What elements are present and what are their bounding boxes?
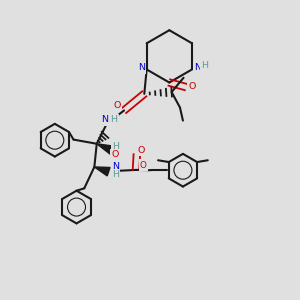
Text: N: N	[194, 64, 201, 73]
Polygon shape	[97, 144, 114, 154]
Text: N: N	[112, 162, 119, 171]
Polygon shape	[94, 167, 110, 176]
Text: O: O	[140, 160, 147, 169]
Text: O: O	[113, 101, 121, 110]
Text: O: O	[112, 150, 119, 159]
Text: N: N	[102, 116, 109, 124]
Text: H: H	[110, 116, 118, 124]
Text: O: O	[137, 146, 144, 154]
Text: H: H	[112, 142, 119, 151]
Text: N: N	[138, 64, 145, 73]
Text: O: O	[188, 82, 196, 91]
Text: H: H	[112, 170, 119, 179]
Text: H: H	[202, 61, 208, 70]
